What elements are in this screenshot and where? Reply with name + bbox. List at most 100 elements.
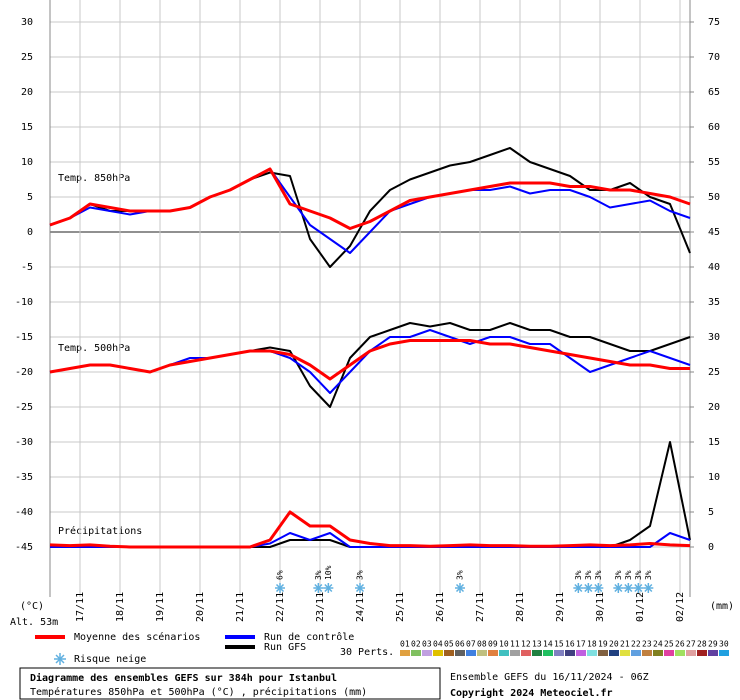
pert-label: 13: [532, 640, 542, 649]
y2-tick-label: 45: [708, 227, 720, 238]
y2-tick-label: 20: [708, 402, 720, 413]
title-box: [19, 667, 441, 700]
pert-swatch: [576, 650, 586, 656]
pert-swatch: [543, 650, 553, 656]
snow-icon: [323, 583, 334, 593]
pert-swatch: [422, 650, 432, 656]
legend-label: Moyenne des scénarios: [74, 631, 200, 643]
snow-icon: [355, 583, 365, 593]
pert-label: 08: [477, 640, 487, 649]
pert-swatch: [521, 650, 531, 656]
y-tick-label: -5: [21, 262, 33, 273]
series-line: [49, 339, 690, 381]
snow-icon: [455, 583, 465, 593]
series-line: [49, 510, 691, 549]
x-tick-label: 22/11: [275, 592, 286, 622]
pert-label: 26: [675, 640, 685, 649]
snow-icon-stroke: [584, 583, 593, 593]
pert-swatch: [400, 650, 410, 656]
snow-icon: [275, 583, 285, 593]
pert-swatch: [466, 650, 476, 656]
pert-label: 16: [565, 640, 575, 649]
snow-risk-label: 3%: [644, 570, 653, 580]
snow-icon-stroke: [594, 583, 603, 593]
pert-label: 20: [609, 640, 619, 649]
pert-label: 25: [664, 640, 674, 649]
pert-swatch: [532, 650, 542, 656]
legend-label: Run de contrôle: [264, 631, 354, 643]
snow-icon-stroke: [314, 583, 323, 593]
pert-swatch: [499, 650, 509, 656]
pert-label: 24: [653, 640, 663, 649]
y-axis-unit: (°C): [20, 601, 44, 612]
y2-axis-unit: (mm): [710, 601, 734, 612]
pert-swatch: [664, 650, 674, 656]
y-tick-label: -40: [15, 507, 33, 518]
y-tick-label: -30: [15, 437, 33, 448]
snow-risk-label: 3%: [456, 570, 465, 580]
y2-tick-label: 55: [708, 157, 720, 168]
pert-label: 12: [521, 640, 531, 649]
pert-swatch: [488, 650, 498, 656]
pert-label: 11: [510, 640, 520, 649]
snow-icon-stroke: [634, 583, 643, 593]
y-tick-label: 30: [21, 17, 33, 28]
y-tick-label: -25: [15, 402, 33, 413]
pert-label: 17: [576, 640, 586, 649]
snow-risk-label: 3%: [594, 570, 603, 580]
snow-risk-label: 3%: [614, 570, 623, 580]
pert-swatch: [433, 650, 443, 656]
pert-swatch: [631, 650, 641, 656]
pert-label: 03: [422, 640, 432, 649]
pert-label: 06: [455, 640, 465, 649]
pert-swatch: [565, 650, 575, 656]
panel-label: Temp. 850hPa: [58, 173, 130, 184]
pert-swatch: [686, 650, 696, 656]
x-tick-label: 28/11: [515, 592, 526, 622]
snow-risk-label: 10%: [324, 565, 333, 580]
y-tick-label: 5: [27, 192, 33, 203]
pert-swatch: [444, 650, 454, 656]
x-tick-label: 17/11: [75, 592, 86, 622]
pert-label: 27: [686, 640, 696, 649]
snow-icon-stroke: [624, 583, 633, 593]
y2-tick-label: 35: [708, 297, 720, 308]
chart-title: Diagramme des ensembles GEFS sur 384h po…: [30, 672, 337, 684]
panel-label: Précipitations: [58, 525, 142, 537]
snow-icon-stroke: [355, 583, 365, 593]
y-tick-label: 10: [21, 157, 33, 168]
pert-swatch: [620, 650, 630, 656]
snow-risk-label: 3%: [356, 570, 365, 580]
chart-subtitle: Températures 850hPa et 500hPa (°C) , pré…: [30, 686, 367, 698]
pert-swatch: [719, 650, 729, 656]
y-tick-label: -45: [15, 542, 33, 553]
legend-label: Run GFS: [264, 642, 306, 653]
snow-icon: [583, 583, 594, 593]
snow-risk-label: 3%: [634, 570, 643, 580]
pert-swatch: [455, 650, 465, 656]
pert-label: 18: [587, 640, 597, 649]
perts-label: 30 Perts.: [340, 647, 394, 658]
pert-swatch: [675, 650, 685, 656]
x-tick-label: 19/11: [155, 592, 166, 622]
y2-tick-label: 30: [708, 332, 720, 343]
pert-swatch: [642, 650, 652, 656]
pert-label: 02: [411, 640, 421, 649]
pert-label: 14: [543, 640, 553, 649]
pert-swatch: [598, 650, 608, 656]
panel-label: Temp. 500hPa: [58, 343, 130, 354]
snow-risk-label: 3%: [314, 570, 323, 580]
pert-label: 04: [433, 640, 443, 649]
snow-icon: [593, 583, 604, 593]
snow-icon: [643, 583, 654, 593]
snow-icon: [633, 583, 644, 593]
y-tick-label: -35: [15, 472, 33, 483]
x-tick-label: 27/11: [475, 592, 486, 622]
x-tick-label: 30/11: [595, 592, 606, 622]
pert-swatch: [587, 650, 597, 656]
pert-label: 22: [631, 640, 641, 649]
pert-swatch: [477, 650, 487, 656]
y2-tick-label: 75: [708, 17, 720, 28]
pert-swatch: [510, 650, 520, 656]
